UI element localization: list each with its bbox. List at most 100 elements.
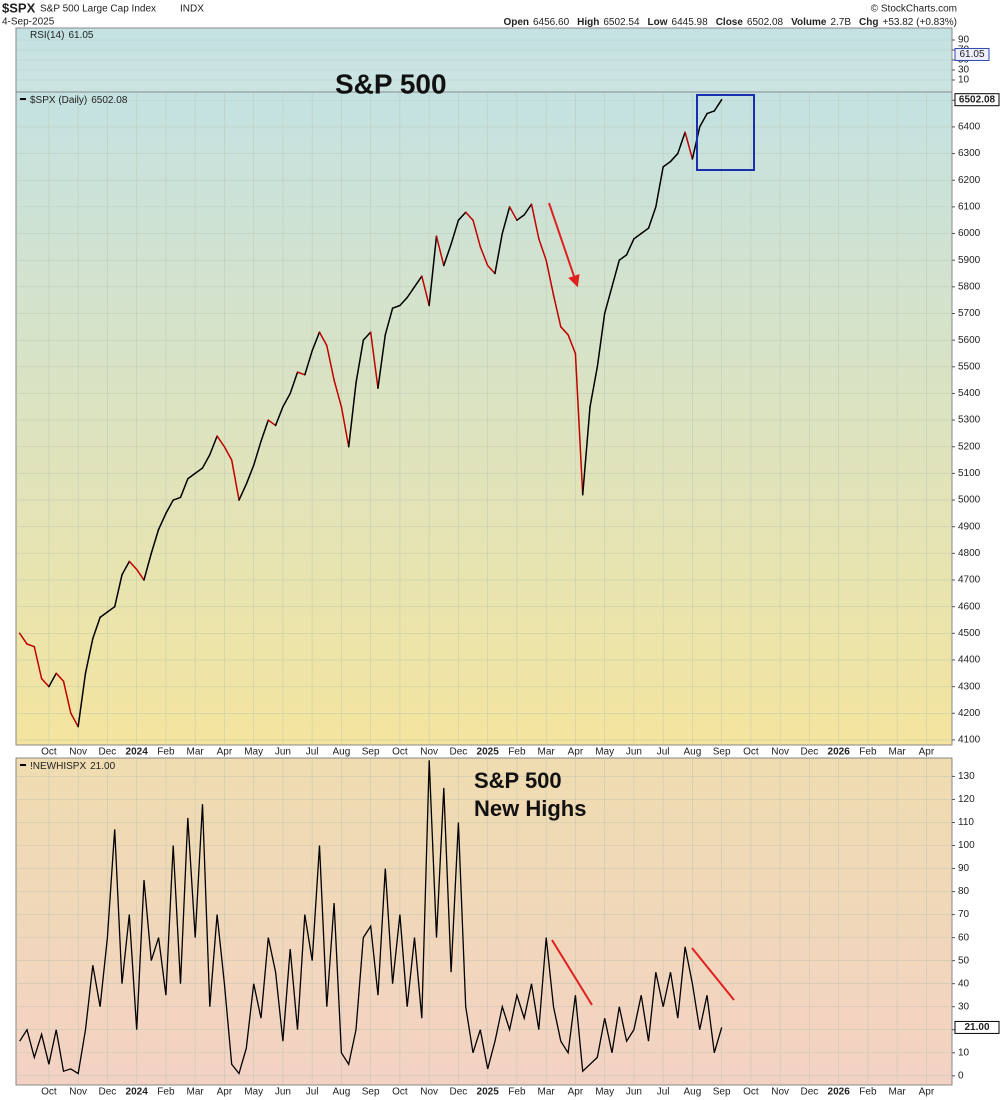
y-tick-label: 5700 — [958, 308, 981, 319]
line-segment — [457, 211, 467, 221]
exchange: INDX — [180, 4, 204, 15]
symbol: $SPX — [2, 0, 36, 15]
stat-value: 6502.54 — [603, 17, 640, 28]
stat-label: Open — [503, 17, 529, 28]
line-segment — [245, 464, 255, 485]
x-tick-label: Jun — [275, 747, 291, 758]
copyright: © StockCharts.com — [871, 4, 957, 15]
line-segment — [603, 286, 613, 315]
line-segment — [560, 326, 569, 336]
last-value-box — [954, 93, 1000, 107]
x-tick-label: Nov — [420, 1087, 438, 1098]
y-tick-label: 4500 — [958, 628, 981, 639]
line-segment — [113, 573, 123, 608]
stat-value: 6456.60 — [533, 17, 570, 28]
x-tick-label: Dec — [801, 1087, 819, 1098]
x-tick-label: Dec — [450, 1087, 468, 1098]
x-tick-label: Sep — [713, 1087, 731, 1098]
legend-value: 61.05 — [68, 30, 93, 41]
x-tick-label: Jul — [306, 1087, 319, 1098]
line-segment — [574, 352, 584, 496]
line-segment — [157, 512, 167, 531]
line-segment — [633, 232, 642, 240]
legend-value: 21.00 — [90, 761, 115, 772]
annotation: S&P 500 — [474, 768, 562, 793]
x-tick-label: May — [244, 1087, 263, 1098]
x-tick-label: Mar — [538, 1087, 556, 1098]
x-tick-label: Feb — [859, 747, 877, 758]
x-tick-label: Aug — [333, 747, 351, 758]
line-segment — [698, 112, 708, 128]
panel — [15, 91, 953, 746]
x-tick-label: May — [595, 747, 614, 758]
y-tick-label: 90 — [958, 35, 970, 46]
x-tick-label: Jun — [626, 747, 642, 758]
x-tick-label: Dec — [99, 1087, 117, 1098]
y-tick-label: 6300 — [958, 148, 981, 159]
y-tick-label: 30 — [958, 1001, 970, 1012]
y-tick-label: 6000 — [958, 228, 981, 239]
y-tick-label: 4900 — [958, 521, 981, 532]
y-tick-label: 30 — [958, 65, 970, 76]
line-segment — [355, 339, 365, 384]
line-segment — [647, 206, 657, 229]
y-tick-label: 70 — [958, 909, 970, 920]
x-tick-label: Sep — [362, 1087, 380, 1098]
line-segment — [669, 152, 679, 163]
y-tick-label: 4300 — [958, 681, 981, 692]
legend-name: !NEWHISPX — [30, 761, 86, 772]
data-line — [19, 760, 723, 1075]
line-segment — [530, 203, 540, 240]
legend-name: $SPX (Daily) — [30, 95, 87, 106]
line-segment — [684, 131, 694, 160]
x-tick-label: Jun — [626, 1087, 642, 1098]
y-tick-label: 130 — [958, 771, 975, 782]
y-tick-label: 90 — [958, 863, 970, 874]
line-segment — [377, 334, 387, 389]
line-segment — [238, 483, 248, 501]
date: 4-Sep-2025 — [2, 17, 55, 28]
line-segment — [428, 235, 438, 307]
description: S&P 500 Large Cap Index — [40, 4, 156, 15]
x-tick-label: Feb — [157, 747, 175, 758]
y-tick-label: 5800 — [958, 281, 981, 292]
line-segment — [252, 440, 262, 467]
x-tick-label: Nov — [771, 1087, 789, 1098]
y-tick-label: 4200 — [958, 708, 981, 719]
trend-line — [551, 939, 593, 1006]
line-segment — [92, 616, 101, 640]
legend: RSI(14) 61.05 — [30, 30, 94, 41]
line-segment — [523, 203, 533, 216]
x-tick-label: Aug — [333, 1087, 351, 1098]
line-segment — [508, 206, 518, 221]
y-tick-label: 0 — [958, 1070, 964, 1081]
legend-value: 6502.08 — [91, 95, 128, 106]
x-tick-label: 2025 — [477, 747, 500, 758]
line-segment — [333, 379, 343, 408]
trend-line — [691, 947, 735, 1001]
y-tick-label: 5300 — [958, 415, 981, 426]
line-segment — [187, 472, 196, 480]
last-value-label: 6502.08 — [959, 94, 996, 105]
line-segment — [62, 680, 72, 715]
x-tick-label: Feb — [157, 1087, 175, 1098]
line-segment — [230, 459, 240, 501]
x-tick-label: Jul — [657, 1087, 670, 1098]
x-tick-label: Oct — [41, 747, 57, 758]
line-segment — [150, 528, 160, 555]
stat-label: Volume — [791, 17, 827, 28]
x-tick-label: Feb — [508, 1087, 526, 1098]
x-tick-label: Nov — [69, 1087, 87, 1098]
line-segment — [655, 166, 664, 208]
x-tick-label: Mar — [187, 747, 205, 758]
x-tick-label: Oct — [743, 1087, 759, 1098]
x-tick-label: Sep — [362, 747, 380, 758]
line-segment — [201, 453, 211, 469]
y-tick-label: 5600 — [958, 335, 981, 346]
x-tick-label: Oct — [743, 747, 759, 758]
line-segment — [552, 294, 562, 328]
line-segment — [223, 446, 233, 461]
line-segment — [165, 499, 174, 515]
line-segment — [40, 677, 50, 688]
line-segment — [106, 605, 116, 613]
